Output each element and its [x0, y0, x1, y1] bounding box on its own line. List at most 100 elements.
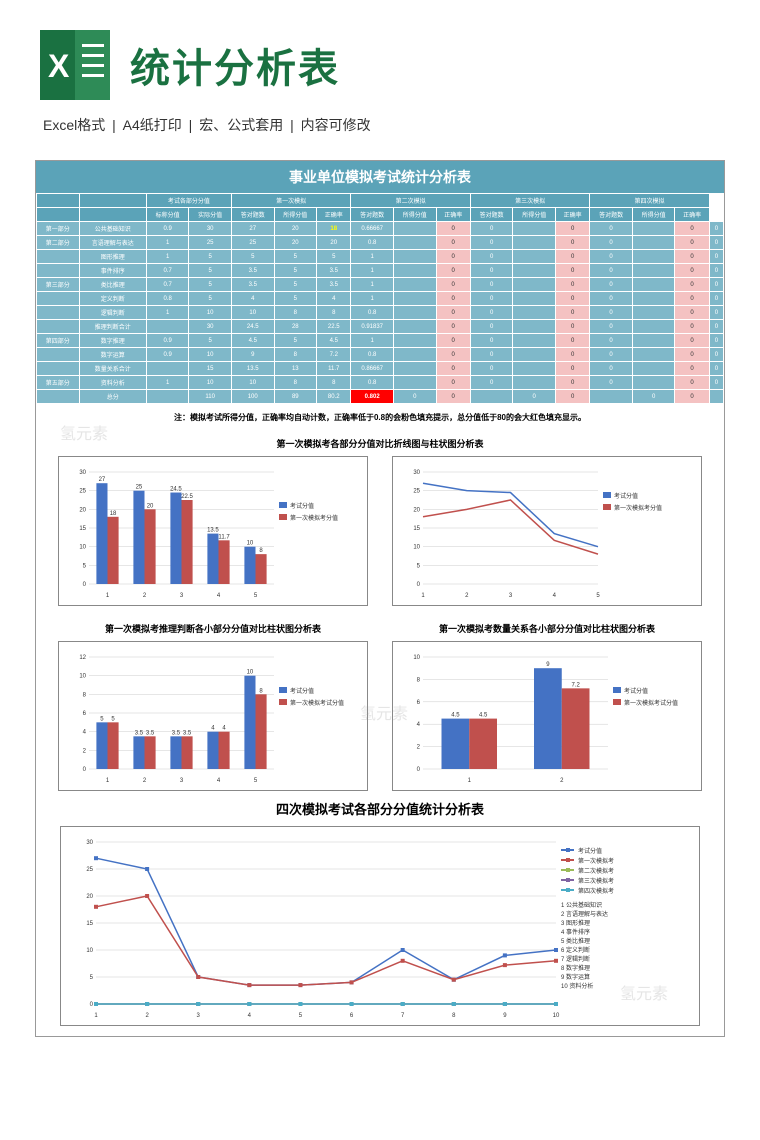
chart3: 05101520253012345678910考试分值第一次模拟考第二次模拟考第… [60, 826, 700, 1026]
chart-row-2-titles: 第一次模拟考推理判断各小部分分值对比柱状图分析表 第一次模拟考数量关系各小部分分… [36, 616, 724, 641]
svg-text:4: 4 [83, 730, 87, 736]
svg-text:13.5: 13.5 [207, 528, 219, 534]
chart3-title: 四次模拟考试各部分分值统计分析表 [36, 791, 724, 826]
svg-text:第四次模拟考: 第四次模拟考 [578, 887, 614, 895]
svg-text:4: 4 [248, 1013, 252, 1019]
svg-text:3: 3 [509, 593, 513, 599]
svg-text:10: 10 [413, 545, 420, 551]
svg-text:4.5: 4.5 [479, 713, 488, 719]
svg-text:27: 27 [99, 477, 106, 483]
svg-text:1: 1 [421, 593, 425, 599]
svg-text:第一次模拟考试分值: 第一次模拟考试分值 [624, 699, 678, 707]
group-header-row: 考试各部分分值第一次模拟第二次模拟第三次模拟第四次模拟 [37, 194, 724, 208]
svg-text:4.5: 4.5 [451, 713, 460, 719]
svg-text:1: 1 [106, 593, 110, 599]
svg-text:9: 9 [546, 662, 550, 668]
svg-text:4: 4 [417, 722, 421, 728]
svg-text:考试分值: 考试分值 [624, 687, 648, 695]
svg-text:6: 6 [83, 711, 87, 717]
svg-text:0: 0 [417, 767, 421, 773]
svg-text:30: 30 [79, 470, 86, 476]
svg-text:25: 25 [413, 489, 420, 495]
svg-text:22.5: 22.5 [181, 494, 193, 500]
svg-text:第二次模拟考: 第二次模拟考 [578, 867, 614, 875]
svg-text:3.5: 3.5 [146, 730, 155, 736]
svg-text:3 图形推理: 3 图形推理 [561, 919, 590, 927]
svg-text:10: 10 [86, 948, 93, 954]
svg-text:20: 20 [86, 894, 93, 900]
svg-text:10 资料分析: 10 资料分析 [561, 982, 593, 990]
svg-text:7: 7 [401, 1013, 405, 1019]
chart-row-1: 0 5 10 15 20 25 30 27 1 8 1 25 20 2 24.522.5 3 13.511.7 4… [36, 456, 724, 606]
svg-text:0: 0 [83, 767, 87, 773]
svg-text:第一次模拟考试分值: 第一次模拟考试分值 [290, 699, 344, 707]
svg-text:4: 4 [222, 726, 226, 732]
svg-text:4: 4 [217, 593, 221, 599]
svg-text:考试分值: 考试分值 [290, 687, 314, 695]
svg-text:3.5: 3.5 [172, 730, 181, 736]
svg-text:3.5: 3.5 [183, 730, 192, 736]
svg-text:10: 10 [247, 670, 254, 676]
page-subtitle: Excel格式 | A4纸打印 | 宏、公式套用 | 内容可修改 [0, 115, 760, 160]
svg-text:25: 25 [86, 867, 93, 873]
svg-text:0: 0 [90, 1002, 94, 1008]
svg-text:8: 8 [452, 1013, 456, 1019]
svg-text:3.5: 3.5 [135, 730, 144, 736]
svg-text:1: 1 [468, 778, 472, 784]
svg-text:3: 3 [180, 778, 184, 784]
chart1-line-svg: 05101520253012345考试分值第一次模拟考分值 [398, 462, 698, 602]
svg-text:2: 2 [145, 1013, 149, 1019]
chart1-bar: 051015202530271812520224.522.5313.511.74… [58, 456, 368, 606]
chart-row-3: 05101520253012345678910考试分值第一次模拟考第二次模拟考第… [36, 826, 724, 1026]
svg-text:2: 2 [560, 778, 564, 784]
svg-text:1: 1 [94, 1013, 98, 1019]
svg-text:11.7: 11.7 [218, 534, 230, 540]
svg-text:5: 5 [596, 593, 600, 599]
sub-0: Excel格式 [43, 117, 105, 133]
svg-text:2: 2 [465, 593, 469, 599]
excel-icon: X [40, 30, 110, 100]
svg-text:24.5: 24.5 [170, 487, 182, 493]
svg-text:12: 12 [79, 655, 86, 661]
svg-text:第一次模拟考分值: 第一次模拟考分值 [290, 514, 338, 522]
svg-text:4: 4 [553, 593, 557, 599]
svg-text:4: 4 [211, 726, 215, 732]
svg-text:10: 10 [79, 674, 86, 680]
chart2-left: 0246810125513.53.523.53.534441085考试分值第一次… [58, 641, 368, 791]
svg-text:2 言语理解与表达: 2 言语理解与表达 [561, 910, 608, 918]
chart3-svg: 05101520253012345678910考试分值第一次模拟考第二次模拟考第… [66, 832, 696, 1022]
svg-text:8: 8 [259, 548, 263, 554]
svg-text:2: 2 [417, 745, 421, 751]
svg-text:5: 5 [254, 593, 258, 599]
svg-text:5: 5 [254, 778, 258, 784]
sub-3: 内容可修改 [301, 117, 371, 133]
chart1-line: 05101520253012345考试分值第一次模拟考分值 [392, 456, 702, 606]
spreadsheet: 事业单位模拟考试统计分析表 考试各部分分值第一次模拟第二次模拟第三次模拟第四次模… [35, 160, 725, 1037]
svg-text:0: 0 [83, 582, 87, 588]
svg-text:第一次模拟考: 第一次模拟考 [578, 857, 614, 865]
svg-text:15: 15 [79, 526, 86, 532]
svg-text:9 数字运算: 9 数字运算 [561, 973, 590, 981]
svg-text:20: 20 [147, 503, 154, 509]
chart1-title: 第一次模拟考各部分分值对比折线图与柱状图分析表 [36, 431, 724, 456]
svg-text:25: 25 [79, 489, 86, 495]
svg-text:15: 15 [413, 526, 420, 532]
note-text: 注：模拟考试所得分值，正确率均自动计数，正确率低于0.8的会粉色填充提示，总分值… [36, 404, 724, 431]
svg-text:25: 25 [136, 485, 143, 491]
sub-2: 宏、公式套用 [199, 117, 283, 133]
svg-text:10: 10 [413, 655, 420, 661]
svg-text:20: 20 [79, 507, 86, 513]
svg-text:7 逻辑判断: 7 逻辑判断 [561, 955, 590, 963]
excel-x-letter: X [48, 48, 69, 85]
svg-text:考试分值: 考试分值 [578, 847, 602, 855]
chart2-right-svg: 02468104.54.5197.22考试分值第一次模拟考试分值 [398, 647, 698, 787]
sheet-banner: 事业单位模拟考试统计分析表 [36, 161, 724, 193]
svg-text:10: 10 [553, 1013, 560, 1019]
svg-text:8: 8 [83, 692, 87, 698]
svg-text:9: 9 [503, 1013, 507, 1019]
svg-text:5: 5 [299, 1013, 303, 1019]
svg-text:10: 10 [247, 541, 254, 547]
svg-text:0: 0 [417, 582, 421, 588]
chart-row-2: 0246810125513.53.523.53.534441085考试分值第一次… [36, 641, 724, 791]
chart2-left-svg: 0246810125513.53.523.53.534441085考试分值第一次… [64, 647, 364, 787]
